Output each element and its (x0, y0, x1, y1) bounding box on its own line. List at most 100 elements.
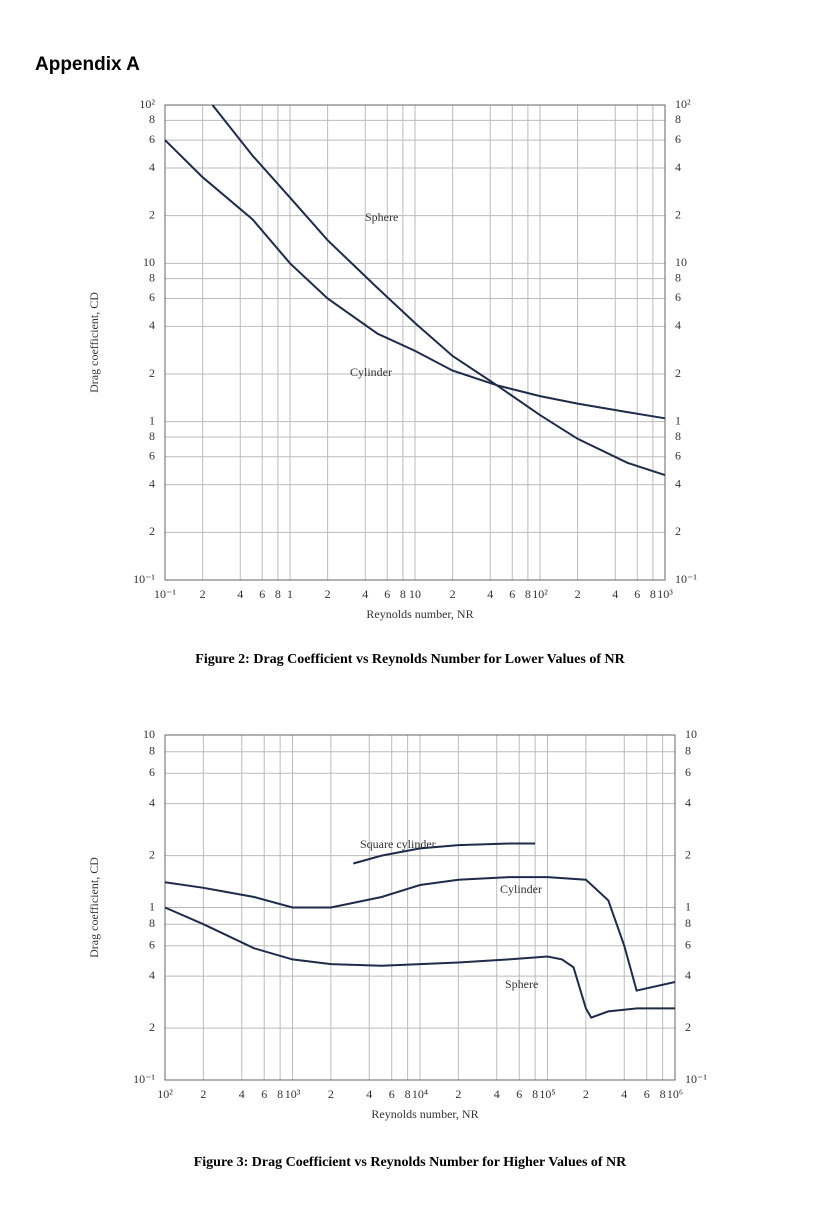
y-tick-label: 2 (149, 847, 155, 861)
data-line (164, 906, 675, 1019)
y-tick-label: 1 (149, 413, 155, 427)
x-tick-label: 2 (583, 1087, 589, 1101)
x-axis-label: Reynolds number, NR (371, 1107, 478, 1121)
x-axis-label: Reynolds number, NR (366, 607, 473, 621)
x-tick-label: 8 (405, 1087, 411, 1101)
y-tick-label: 6 (685, 938, 691, 952)
y-tick-label: 6 (675, 449, 681, 463)
data-line (353, 842, 536, 865)
x-tick-label: 8 (525, 587, 531, 601)
y-tick-label: 2 (149, 207, 155, 221)
series-label: Sphere (365, 210, 398, 224)
x-tick-label: 6 (261, 1087, 267, 1101)
y-axis-label: Drag coefficient, CD (87, 292, 101, 393)
x-tick-label: 8 (277, 1087, 283, 1101)
x-tick-label: 4 (621, 1087, 627, 1101)
x-tick-label: 10³ (657, 587, 673, 601)
y-tick-label: 4 (675, 476, 681, 490)
y-tick-label: 4 (149, 318, 155, 332)
x-tick-label: 2 (328, 1087, 334, 1101)
y-tick-label: 1 (675, 413, 681, 427)
y-tick-label: 4 (675, 160, 681, 174)
x-tick-label: 6 (634, 587, 640, 601)
y-tick-label: 10 (675, 255, 687, 269)
x-tick-label: 4 (239, 1087, 245, 1101)
series-label: Sphere (505, 977, 538, 991)
y-tick-label: 8 (149, 112, 155, 126)
x-tick-label: 10⁶ (667, 1087, 683, 1101)
y-tick-label: 2 (675, 524, 681, 538)
y-tick-label: 10 (143, 255, 155, 269)
x-tick-label: 10⁵ (539, 1087, 555, 1101)
x-tick-label: 8 (275, 587, 281, 601)
y-tick-label: 6 (685, 765, 691, 779)
y-tick-label: 8 (675, 429, 681, 443)
y-tick-label: 4 (685, 795, 691, 809)
y-tick-label: 2 (675, 207, 681, 221)
x-tick-label: 8 (660, 1087, 666, 1101)
y-tick-label: 10 (143, 727, 155, 741)
x-tick-label: 4 (494, 1087, 500, 1101)
y-tick-label: 4 (149, 795, 155, 809)
data-line (211, 104, 666, 477)
x-tick-label: 2 (325, 587, 331, 601)
x-tick-label: 2 (450, 587, 456, 601)
x-tick-label: 2 (200, 587, 206, 601)
y-tick-label: 4 (149, 476, 155, 490)
y-tick-label: 10² (675, 97, 691, 111)
y-tick-label: 1 (149, 899, 155, 913)
y-tick-label: 10⁻¹ (675, 572, 697, 586)
y-tick-label: 4 (675, 318, 681, 332)
x-tick-label: 10² (532, 587, 548, 601)
x-tick-label: 10⁴ (412, 1087, 428, 1101)
y-tick-label: 2 (149, 366, 155, 380)
y-tick-label: 6 (675, 132, 681, 146)
x-tick-label: 10⁻¹ (154, 587, 176, 601)
x-tick-label: 2 (200, 1087, 206, 1101)
y-tick-label: 8 (675, 112, 681, 126)
x-tick-label: 2 (455, 1087, 461, 1101)
data-line (164, 139, 666, 420)
caption: Figure 3: Drag Coefficient vs Reynolds N… (194, 1155, 627, 1170)
x-tick-label: 6 (644, 1087, 650, 1101)
y-tick-label: 8 (149, 743, 155, 757)
y-tick-label: 10⁻¹ (133, 572, 155, 586)
data-line (164, 876, 676, 992)
plot-frame (164, 104, 666, 581)
y-tick-label: 2 (685, 847, 691, 861)
y-tick-label: 10² (139, 97, 155, 111)
series-label: Cylinder (350, 365, 392, 379)
y-tick-label: 8 (149, 916, 155, 930)
y-tick-label: 6 (149, 938, 155, 952)
x-tick-label: 10 (409, 587, 421, 601)
series-label: Square cylinder (360, 837, 436, 851)
y-tick-label: 10⁻¹ (133, 1072, 155, 1086)
y-tick-label: 8 (149, 270, 155, 284)
x-tick-label: 6 (516, 1087, 522, 1101)
y-tick-label: 4 (149, 160, 155, 174)
heading: Appendix A (35, 54, 140, 75)
y-tick-label: 8 (685, 743, 691, 757)
x-tick-label: 8 (650, 587, 656, 601)
y-axis-label: Drag coefficient, CD (87, 857, 101, 958)
x-tick-label: 6 (389, 1087, 395, 1101)
x-tick-label: 10³ (285, 1087, 301, 1101)
x-tick-label: 1 (287, 587, 293, 601)
y-tick-label: 6 (675, 290, 681, 304)
y-tick-label: 2 (675, 366, 681, 380)
y-tick-label: 2 (149, 524, 155, 538)
x-tick-label: 4 (366, 1087, 372, 1101)
x-tick-label: 4 (362, 587, 368, 601)
y-tick-label: 6 (149, 290, 155, 304)
y-tick-label: 6 (149, 765, 155, 779)
y-tick-label: 6 (149, 449, 155, 463)
y-tick-label: 4 (149, 968, 155, 982)
y-tick-label: 8 (149, 429, 155, 443)
y-tick-label: 10⁻¹ (685, 1072, 707, 1086)
y-tick-label: 10 (685, 727, 697, 741)
x-tick-label: 6 (509, 587, 515, 601)
y-tick-label: 2 (685, 1020, 691, 1034)
series-label: Cylinder (500, 882, 542, 896)
x-tick-label: 2 (575, 587, 581, 601)
